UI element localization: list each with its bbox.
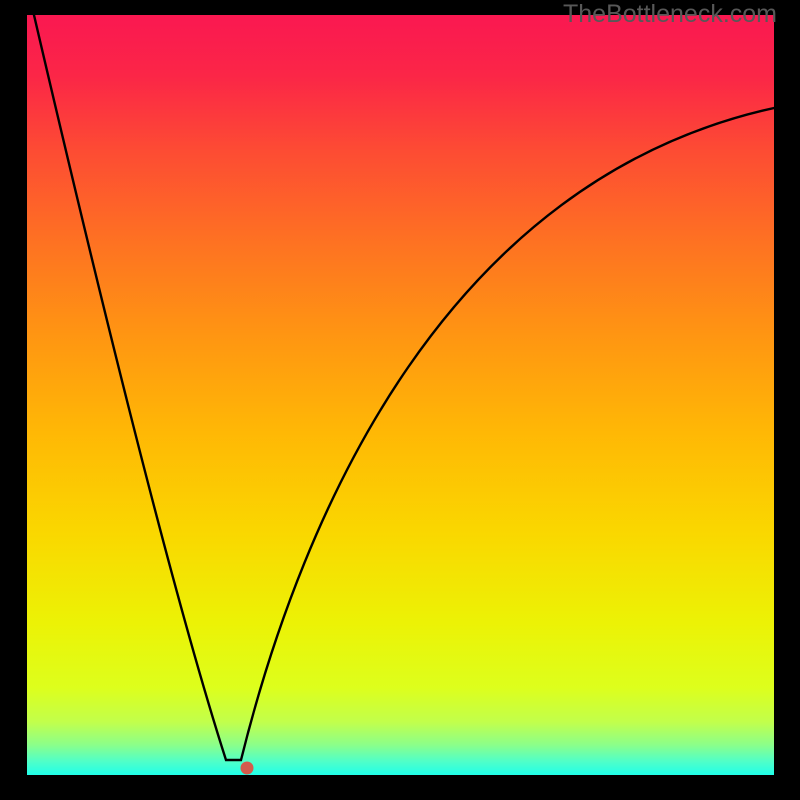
bottleneck-curve xyxy=(27,15,774,775)
watermark-text: TheBottleneck.com xyxy=(563,0,777,29)
chart-frame: TheBottleneck.com xyxy=(0,0,800,800)
minimum-marker-dot xyxy=(241,762,254,775)
curve-path xyxy=(27,15,774,760)
plot-area xyxy=(27,15,774,775)
